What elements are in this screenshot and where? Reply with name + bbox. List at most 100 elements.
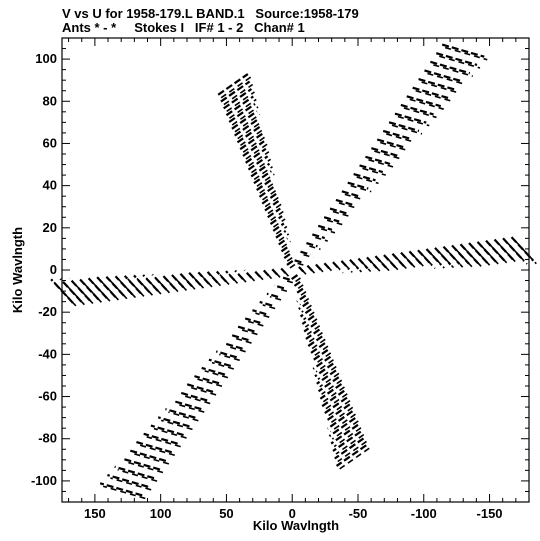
uv-track-segment xyxy=(462,246,482,267)
uv-track-segment xyxy=(154,276,171,294)
uv-track-segment xyxy=(386,257,399,271)
uv-track-segment xyxy=(459,243,479,265)
x-tick-label: -100 xyxy=(411,506,437,521)
uv-track-segment xyxy=(391,124,423,135)
uv-track-segment xyxy=(267,203,282,215)
uv-track-segment xyxy=(275,230,287,239)
uv-track-segment xyxy=(317,376,340,393)
uv-track-segment xyxy=(412,86,449,99)
uv-track-segment xyxy=(215,350,237,359)
uv-track-segment xyxy=(173,276,188,291)
uv-track-segment xyxy=(513,239,537,265)
uv-track-segment xyxy=(333,427,362,448)
uv-track-segment xyxy=(377,258,390,272)
uv-track-segment xyxy=(239,132,263,151)
uv-track-segment xyxy=(245,143,268,160)
uv-track-segment xyxy=(124,460,164,474)
x-axis-label: Kilo Wavlngth xyxy=(253,518,339,533)
uv-track-segment xyxy=(274,271,281,278)
uv-track-segment xyxy=(146,436,181,448)
uv-track-segment xyxy=(332,210,350,218)
uv-track-segment xyxy=(278,233,290,242)
uv-track-segment xyxy=(427,72,466,86)
uv-track-segment xyxy=(197,271,210,285)
y-tick-label: -20 xyxy=(38,304,57,319)
uv-track-segment xyxy=(226,91,255,113)
uv-track-segment xyxy=(350,184,372,193)
uv-track-segment xyxy=(299,308,312,318)
uv-track-segment xyxy=(496,241,519,266)
uv-track-segment xyxy=(281,276,291,281)
uv-track-segment xyxy=(488,243,510,266)
uv-track-segment xyxy=(415,89,452,102)
uv-track-segment xyxy=(267,207,281,219)
uv-track-segment xyxy=(96,276,117,298)
uv-track-segment xyxy=(218,353,240,362)
uv-track-segment xyxy=(428,251,445,269)
uv-track-segment xyxy=(258,185,276,198)
uv-track-segment xyxy=(253,170,272,185)
uv-track-segment xyxy=(169,272,185,289)
uv-track-segment xyxy=(314,362,334,378)
x-tick-label: 0 xyxy=(289,506,296,521)
uv-track-segment xyxy=(200,274,213,288)
uv-track-segment xyxy=(306,325,321,336)
uv-track-segment xyxy=(204,370,229,379)
uv-track-segment xyxy=(371,147,398,157)
uv-track-segment xyxy=(179,272,193,287)
uv-track-segment xyxy=(247,155,269,171)
uv-track-segment xyxy=(312,233,326,240)
uv-track-segment xyxy=(294,259,304,264)
uv-track-segment xyxy=(360,260,372,273)
uv-track-segment xyxy=(220,80,251,103)
uv-track-segment xyxy=(332,430,362,452)
uv-track-segment xyxy=(139,444,175,457)
uv-track-segment xyxy=(99,279,120,301)
uv-track-segment xyxy=(374,150,401,160)
uv-track-segment xyxy=(223,83,254,106)
uv-track-segment xyxy=(165,408,196,419)
uv-track-segment xyxy=(297,262,307,267)
uv-track-segment xyxy=(231,106,259,126)
uv-track-segment xyxy=(150,424,184,437)
uv-track-segment xyxy=(283,252,292,260)
uv-track-segment xyxy=(295,284,304,291)
uv-track-segment xyxy=(301,269,307,276)
uv-track-segment xyxy=(292,280,301,288)
uv-track-segment xyxy=(326,410,354,430)
uv-track-segment xyxy=(476,241,498,264)
uv-track-segment xyxy=(312,345,329,358)
uv-track-segment xyxy=(321,379,343,395)
uv-track-segment xyxy=(322,386,345,403)
uv-track-segment xyxy=(328,406,354,425)
uv-track-segment xyxy=(403,107,437,119)
uv-track-segment xyxy=(223,342,243,350)
uv-track-segment xyxy=(223,88,253,110)
uv-track-segment xyxy=(352,262,363,273)
uv-track-segment xyxy=(273,218,286,228)
plot-title-line-2: Ants * - * Stokes I IF# 1 - 2 Chan# 1 xyxy=(62,20,305,35)
uv-track-segment xyxy=(244,317,261,324)
uv-track-segment xyxy=(269,215,283,225)
uv-track-segment xyxy=(323,396,348,415)
y-tick-label: 60 xyxy=(43,135,57,150)
uv-track-segment xyxy=(209,274,222,287)
uv-track-segment xyxy=(421,81,459,94)
uv-track-segment xyxy=(385,133,415,143)
uv-track-segment xyxy=(347,181,369,190)
uv-track-segment xyxy=(309,268,317,275)
uv-track-segment xyxy=(316,369,337,385)
uv-track-segment xyxy=(236,125,262,144)
uv-track-segment xyxy=(264,195,281,208)
uv-track-segment xyxy=(445,249,464,268)
uv-track-segment xyxy=(276,287,288,293)
uv-track-segment xyxy=(430,60,471,75)
uv-track-segment xyxy=(406,95,442,108)
uv-track-segment xyxy=(369,259,381,272)
uv-track-segment xyxy=(505,240,528,265)
uv-track-segment xyxy=(230,333,249,342)
uv-track-segment xyxy=(403,255,418,270)
uv-track-segment xyxy=(362,167,386,176)
uv-track-segment xyxy=(294,287,304,296)
